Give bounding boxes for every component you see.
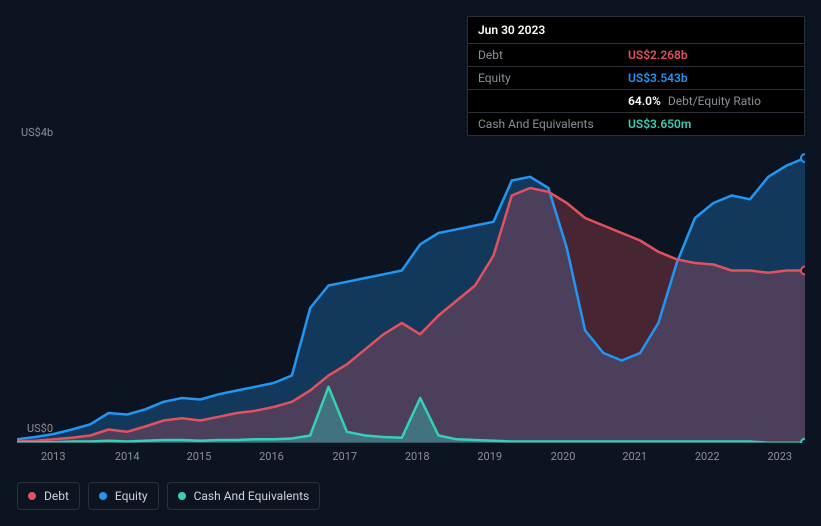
tooltip-label: Cash And Equivalents: [478, 117, 628, 131]
legend-label: Cash And Equivalents: [194, 489, 310, 503]
tooltip-date: Jun 30 2023: [468, 17, 804, 44]
tooltip-row-equity: Equity US$3.543b: [468, 67, 804, 90]
x-axis-year: 2022: [695, 450, 720, 463]
y-axis-label-max: US$4b: [21, 126, 53, 139]
legend-dot-icon: [178, 492, 186, 500]
tooltip-value: US$2.268b: [628, 48, 688, 62]
x-axis-year: 2014: [115, 450, 140, 463]
tooltip-row-ratio: 64.0% Debt/Equity Ratio: [468, 90, 804, 113]
legend-item-equity[interactable]: Equity: [88, 482, 159, 510]
legend-dot-icon: [99, 492, 107, 500]
chart-tooltip: Jun 30 2023 Debt US$2.268b Equity US$3.5…: [467, 16, 805, 136]
legend-dot-icon: [28, 492, 36, 500]
tooltip-value: US$3.543b: [628, 71, 688, 85]
chart-svg: [17, 143, 805, 443]
legend-item-cash[interactable]: Cash And Equivalents: [167, 482, 321, 510]
legend-label: Equity: [115, 489, 148, 503]
legend-label: Debt: [44, 489, 69, 503]
x-axis-year: 2023: [767, 450, 792, 463]
x-axis-year: 2017: [332, 450, 357, 463]
x-axis-year: 2020: [551, 450, 576, 463]
x-axis-year: 2016: [259, 450, 284, 463]
x-axis-year: 2021: [622, 450, 647, 463]
tooltip-label: Debt: [478, 48, 628, 62]
tooltip-ratio-pct: 64.0%: [628, 94, 661, 108]
x-axis-year: 2019: [477, 450, 502, 463]
legend-item-debt[interactable]: Debt: [17, 482, 80, 510]
x-axis-year: 2018: [405, 450, 430, 463]
x-axis-year: 2015: [187, 450, 212, 463]
tooltip-row-debt: Debt US$2.268b: [468, 44, 804, 67]
tooltip-ratio-label: Debt/Equity Ratio: [668, 94, 761, 108]
tooltip-value: US$3.650m: [628, 117, 691, 131]
tooltip-label: Equity: [478, 71, 628, 85]
x-axis-year: 2013: [41, 450, 66, 463]
tooltip-row-cash: Cash And Equivalents US$3.650m: [468, 113, 804, 135]
chart-plot-area: [17, 143, 805, 443]
chart-legend: Debt Equity Cash And Equivalents: [17, 482, 320, 510]
